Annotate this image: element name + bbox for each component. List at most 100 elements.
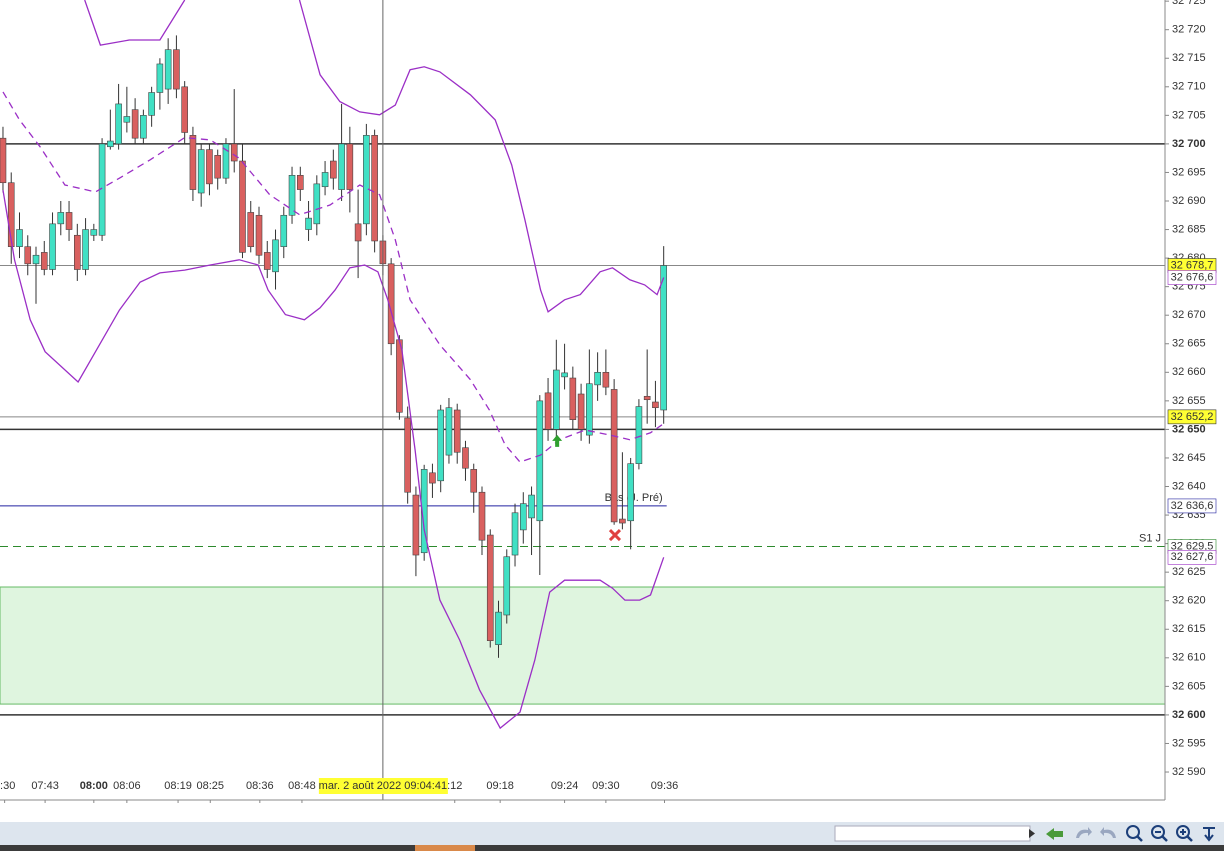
candle-body	[354, 223, 362, 242]
candle-body	[148, 92, 155, 116]
candle-body	[115, 103, 122, 145]
candle-body	[330, 160, 337, 179]
x-tick-label: 09:24	[551, 780, 579, 792]
y-tick-label: 32 660	[1172, 366, 1206, 378]
candle-body	[164, 49, 172, 90]
candle-body	[387, 263, 395, 345]
zoom-fit-handle	[1136, 835, 1143, 842]
candle-body	[371, 135, 378, 242]
y-tick-label: 32 665	[1172, 338, 1206, 350]
y-tick-label: 32 590	[1172, 766, 1206, 778]
y-tick-label: 32 710	[1172, 81, 1206, 93]
crosshair-label: mar. 2 août 2022 09:04:41	[319, 780, 447, 792]
x-tick-label: 08:25	[197, 780, 225, 792]
bollinger-band	[84, 0, 665, 313]
candle-body	[619, 518, 626, 524]
candle-body	[123, 116, 131, 123]
candle-body	[173, 49, 180, 90]
y-tick-label: 32 685	[1172, 223, 1206, 235]
candle-body	[0, 137, 7, 184]
candle-body	[363, 135, 370, 225]
x-tick-label: 09:36	[651, 780, 679, 792]
candle-body	[49, 223, 56, 270]
candle-body	[470, 469, 478, 493]
candle-body	[24, 246, 32, 265]
candle-body	[429, 472, 436, 484]
candle-body	[478, 491, 486, 541]
candle-body	[569, 377, 577, 421]
zoom-out-handle	[1161, 835, 1168, 842]
x-tick-label: 09:30	[592, 780, 620, 792]
candle-body	[90, 229, 98, 236]
candle-body	[346, 143, 354, 190]
y-tick-label: 32 655	[1172, 395, 1206, 407]
candle-body	[610, 389, 618, 523]
y-tick-label: 32 610	[1172, 652, 1206, 664]
candle-body	[503, 556, 511, 616]
scrollbar[interactable]	[834, 825, 1031, 842]
candle-body	[181, 86, 188, 133]
candle-body	[272, 239, 279, 273]
candle-body	[453, 409, 461, 453]
candle-body	[57, 212, 65, 225]
y-tick-label: 32 695	[1172, 166, 1206, 178]
crosshair-label-bg	[318, 778, 448, 794]
candle-body	[462, 447, 469, 469]
back-button[interactable]	[1046, 828, 1063, 840]
y-tick-label: 32 725	[1172, 0, 1206, 7]
candle-body	[437, 409, 444, 482]
menu-button[interactable]	[1203, 827, 1215, 842]
bollinger-band	[2, 91, 663, 463]
price-tag-label: 32 678,7	[1171, 259, 1214, 271]
candle-body	[206, 149, 213, 185]
candle-body	[296, 175, 304, 190]
candle-body	[74, 234, 81, 270]
candle-body	[627, 463, 634, 522]
candle-body	[635, 406, 643, 464]
toolbar-bg	[0, 822, 1224, 845]
candle-body	[486, 534, 494, 641]
candle-body	[222, 143, 230, 179]
candle-body	[247, 212, 255, 247]
redo-button[interactable]	[1100, 827, 1116, 838]
y-tick-label: 32 600	[1172, 709, 1206, 721]
y-tick-label: 32 720	[1172, 24, 1206, 36]
x-tick-label: 08:48	[288, 780, 316, 792]
y-tick-label: 32 595	[1172, 737, 1206, 749]
zoom-fit-button[interactable]	[1126, 825, 1140, 839]
y-tick-label: 32 625	[1172, 566, 1206, 578]
candle-body	[511, 512, 519, 556]
undo-button[interactable]	[1076, 827, 1092, 838]
candle-body	[107, 140, 114, 148]
candle-body	[156, 63, 164, 93]
candle-body	[528, 494, 535, 519]
candle-body	[82, 229, 89, 270]
candle-body	[40, 252, 48, 270]
price-tag	[1167, 409, 1217, 425]
candle-body	[321, 172, 329, 188]
candle-body	[280, 214, 288, 247]
x-tick-label: 7:30	[0, 780, 15, 792]
scroll-arrow[interactable]	[1029, 829, 1035, 838]
price-tag	[1167, 270, 1217, 285]
y-tick-label: 32 690	[1172, 195, 1206, 207]
zoom-in-button[interactable]	[1176, 825, 1190, 839]
candle-body	[519, 503, 527, 531]
signal-marker	[552, 434, 563, 447]
level-label: S1 J	[1139, 532, 1161, 544]
zoom-out-button[interactable]	[1151, 825, 1165, 839]
candle-body	[445, 407, 453, 456]
candle-body	[313, 183, 321, 225]
candle-body	[239, 160, 246, 253]
x-tick-label: 08:06	[113, 780, 141, 792]
status-segment	[415, 845, 475, 851]
candle-body	[652, 401, 659, 409]
x-tick-label: 08:19	[164, 780, 192, 792]
candle-body	[197, 149, 205, 194]
support-zone	[0, 586, 1165, 705]
candle-body	[495, 611, 502, 645]
x-tick-label: :12	[447, 780, 462, 792]
candle-body	[189, 135, 197, 190]
candle-body	[594, 372, 601, 386]
